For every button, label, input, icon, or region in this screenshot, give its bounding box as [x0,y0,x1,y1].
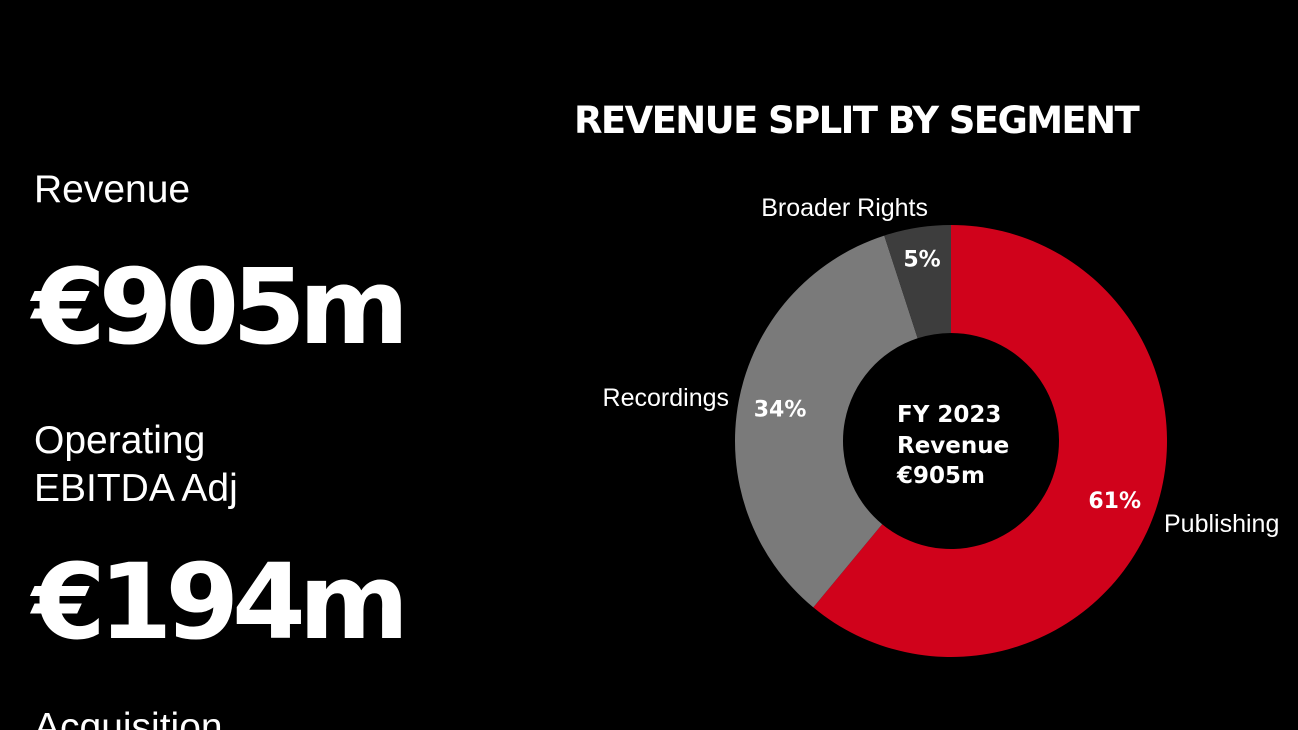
category-label-recordings: Recordings [603,384,729,412]
chart-title: REVENUE SPLIT BY SEGMENT [574,99,1140,142]
acquisition-label: Acquisition [34,706,223,730]
center-label-line-3: €905m [896,463,985,489]
center-label-line-1: FY 2023 [897,402,1001,428]
category-label-publishing: Publishing [1164,510,1279,538]
slice-recordings [734,235,918,608]
slice-broader-rights [884,225,951,339]
center-label-line-2: Revenue [897,433,1009,459]
ebitda-label-line2: EBITDA Adj [34,467,238,510]
ebitda-label: Operating EBITDA Adj [34,417,238,513]
value-label-recordings: 34% [754,397,807,422]
value-label-broader-rights: 5% [903,247,940,272]
revenue-label: Revenue [34,168,191,211]
ebitda-value: €194m [32,541,409,663]
ebitda-label-line1: Operating [34,419,206,462]
category-label-broader-rights: Broader Rights [761,194,928,222]
revenue-value: €905m [32,246,409,368]
value-label-publishing: 61% [1088,489,1141,514]
slice-publishing [813,225,1167,657]
